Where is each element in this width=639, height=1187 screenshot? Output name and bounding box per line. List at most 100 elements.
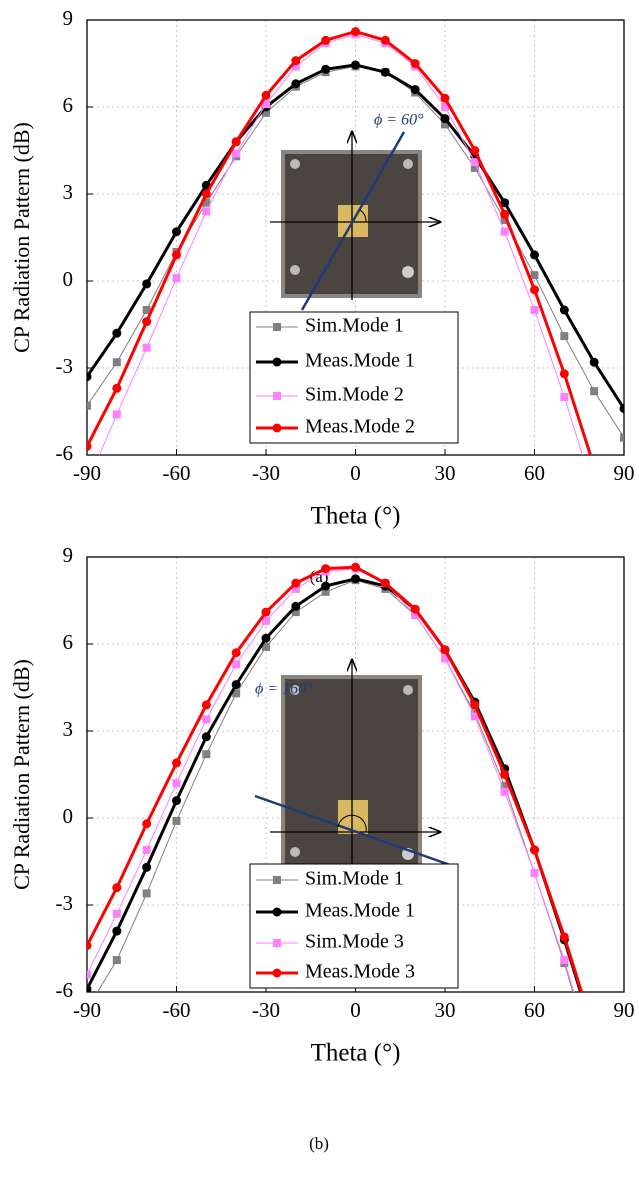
x-tick-label: -60 xyxy=(163,998,191,1022)
x-axis-title: Theta (°) xyxy=(311,1040,401,1067)
data-point xyxy=(231,680,241,690)
data-point xyxy=(620,1162,628,1170)
data-point xyxy=(441,103,449,111)
legend-label: Meas.Mode 2 xyxy=(305,416,415,438)
legend-marker xyxy=(272,423,282,433)
data-point xyxy=(470,158,479,167)
data-point xyxy=(261,633,271,643)
data-point xyxy=(87,441,92,451)
data-point xyxy=(201,700,211,710)
data-point xyxy=(321,35,331,45)
y-tick-label: 6 xyxy=(63,93,74,117)
legend-marker xyxy=(273,876,281,884)
data-point xyxy=(172,779,181,788)
data-point xyxy=(440,645,450,655)
inset-photo: ϕ = 60° xyxy=(270,112,440,311)
y-tick-label: 3 xyxy=(63,717,74,741)
data-point xyxy=(500,782,509,791)
data-point xyxy=(112,383,122,393)
legend-label: Sim.Mode 3 xyxy=(305,931,404,953)
data-point xyxy=(231,137,241,147)
legend-marker xyxy=(273,939,281,947)
data-point xyxy=(261,90,271,100)
data-point xyxy=(619,404,624,414)
data-point xyxy=(201,732,211,742)
data-point xyxy=(530,271,539,280)
data-point xyxy=(112,909,121,918)
x-tick-label: 30 xyxy=(435,461,456,485)
data-point xyxy=(470,700,480,710)
data-point xyxy=(142,845,151,854)
data-point xyxy=(590,1055,598,1063)
data-point xyxy=(262,616,270,625)
data-point xyxy=(232,689,241,698)
data-point xyxy=(172,796,181,806)
annotation: ϕ = 160° xyxy=(255,681,313,698)
legend-marker xyxy=(272,968,282,978)
x-tick-label: 0 xyxy=(350,998,361,1022)
data-point xyxy=(410,59,420,68)
data-point xyxy=(351,574,360,584)
data-point xyxy=(470,163,479,172)
data-point xyxy=(410,604,420,614)
legend-label: Sim.Mode 1 xyxy=(305,868,404,890)
data-point xyxy=(261,607,271,617)
y-axis-title: CP Radiation Pattern (dB) xyxy=(9,659,34,890)
data-point xyxy=(112,926,122,936)
y-tick-label: -6 xyxy=(56,441,74,465)
data-point xyxy=(351,562,360,572)
data-point xyxy=(470,146,480,155)
data-point xyxy=(112,328,122,338)
plot xyxy=(87,562,628,1170)
data-point xyxy=(500,227,509,236)
data-point xyxy=(87,372,92,382)
x-tick-label: 30 xyxy=(435,998,456,1022)
legend-marker xyxy=(272,907,282,917)
data-point xyxy=(142,317,152,327)
y-tick-label: 0 xyxy=(63,267,74,291)
panel-label: (b) xyxy=(309,1134,329,1153)
data-point xyxy=(291,608,300,617)
y-tick-label: 9 xyxy=(63,543,74,567)
legend: Sim.Mode 1 Meas.Mode 1 Sim.Mode 2 Meas.Mode… xyxy=(249,311,459,444)
data-point xyxy=(560,332,569,341)
data-point xyxy=(560,393,569,401)
y-tick-label: 0 xyxy=(63,804,74,828)
data-point xyxy=(620,1162,628,1170)
x-tick-label: -90 xyxy=(73,461,101,485)
data-point xyxy=(530,845,539,855)
y-axis-title: CP Radiation Pattern (dB) xyxy=(9,122,34,353)
x-tick-label: -60 xyxy=(163,461,191,485)
data-point xyxy=(112,410,121,419)
y-tick-label: 3 xyxy=(63,180,74,204)
x-tick-label: 90 xyxy=(614,461,635,485)
data-point xyxy=(590,1061,598,1069)
data-point xyxy=(321,64,331,74)
data-point xyxy=(202,715,211,724)
data-point xyxy=(112,956,121,965)
data-point xyxy=(500,770,510,779)
legend: Sim.Mode 1 Meas.Mode 1 Sim.Mode 3 Meas.Mode… xyxy=(249,863,459,989)
data-point xyxy=(142,343,151,352)
data-point xyxy=(291,79,301,89)
data-point xyxy=(440,114,450,124)
data-point xyxy=(172,250,181,260)
legend-label: Meas.Mode 1 xyxy=(305,900,415,922)
legend-label: Sim.Mode 1 xyxy=(305,315,404,337)
data-point xyxy=(142,819,152,829)
data-point xyxy=(202,207,211,216)
data-point xyxy=(500,216,509,225)
data-point xyxy=(559,932,569,942)
data-point xyxy=(112,358,121,367)
x-tick-label: 60 xyxy=(524,998,545,1022)
x-tick-label: -90 xyxy=(73,998,101,1022)
data-point xyxy=(262,108,270,117)
legend-box xyxy=(249,311,459,444)
data-point xyxy=(202,750,211,759)
data-point xyxy=(590,387,599,396)
x-tick-label: 0 xyxy=(350,461,361,485)
legend-marker xyxy=(272,357,282,367)
x-tick-label: 90 xyxy=(614,998,635,1022)
